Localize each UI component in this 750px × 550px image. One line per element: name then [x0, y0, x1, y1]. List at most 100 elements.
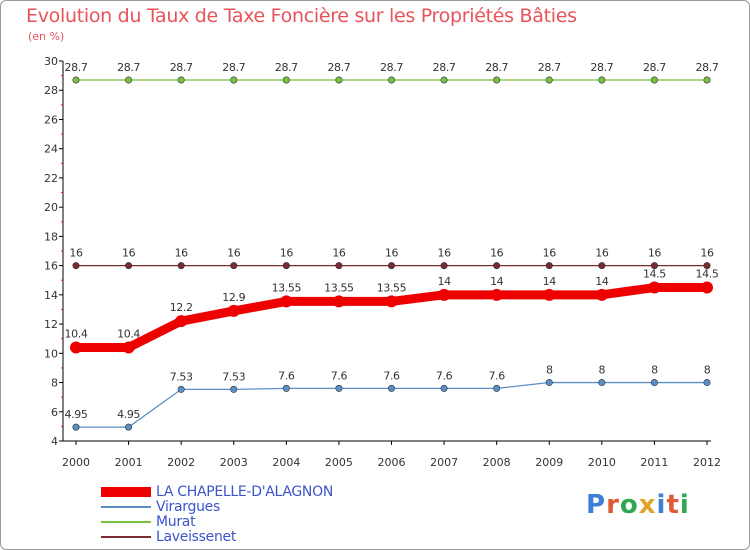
- chart-unit-label: (en %): [28, 30, 65, 43]
- data-label-laveissenet: 16: [543, 247, 557, 260]
- data-label-murat: 28.7: [590, 61, 613, 74]
- logo-letter: P: [586, 490, 607, 520]
- data-point-laveissenet: [440, 262, 448, 270]
- legend-label-virargues: Virargues: [156, 499, 220, 515]
- data-point-virargues: [598, 379, 606, 387]
- data-label-virargues: 8: [704, 364, 711, 377]
- data-label-murat: 28.7: [538, 61, 561, 74]
- data-point-virargues: [335, 384, 343, 392]
- data-point-murat: [493, 76, 501, 84]
- data-label-murat: 28.7: [327, 61, 350, 74]
- data-label-la-chapelle-d-alagnon: 10.4: [65, 327, 88, 340]
- data-point-murat: [440, 76, 448, 84]
- data-label-la-chapelle-d-alagnon: 13.55: [324, 281, 354, 294]
- data-label-la-chapelle-d-alagnon: 12.9: [222, 291, 245, 304]
- legend-swatch-la-chapelle-d-alagnon: [101, 487, 151, 497]
- y-tick-label: 6: [51, 406, 58, 419]
- data-point-virargues: [177, 385, 185, 393]
- data-label-murat: 28.7: [380, 61, 403, 74]
- y-tick-label: 8: [51, 377, 58, 390]
- data-label-la-chapelle-d-alagnon: 13.55: [272, 281, 302, 294]
- data-point-la-chapelle-d-alagnon: [385, 295, 398, 308]
- data-label-la-chapelle-d-alagnon: 14: [543, 275, 557, 288]
- y-tick-label: 12: [44, 318, 58, 331]
- data-label-virargues: 8: [599, 364, 606, 377]
- data-point-virargues: [282, 384, 290, 392]
- data-label-murat: 28.7: [65, 61, 88, 74]
- data-point-la-chapelle-d-alagnon: [648, 281, 661, 294]
- data-label-virargues: 7.6: [331, 369, 348, 382]
- data-point-laveissenet: [335, 262, 343, 270]
- data-point-virargues: [72, 423, 80, 431]
- data-label-laveissenet: 16: [280, 247, 294, 260]
- data-label-laveissenet: 16: [175, 247, 189, 260]
- data-point-virargues: [650, 379, 658, 387]
- data-label-virargues: 4.95: [65, 408, 88, 421]
- legend-swatch-laveissenet: [101, 536, 151, 538]
- chart-title: Evolution du Taux de Taxe Foncière sur l…: [26, 5, 577, 27]
- data-label-virargues: 7.6: [436, 369, 453, 382]
- data-label-virargues: 7.6: [489, 369, 506, 382]
- x-tick-label: 2011: [640, 456, 668, 469]
- x-tick-label: 2000: [62, 456, 90, 469]
- data-label-la-chapelle-d-alagnon: 14: [437, 275, 451, 288]
- x-tick-label: 2003: [220, 456, 248, 469]
- data-point-laveissenet: [598, 262, 606, 270]
- data-point-la-chapelle-d-alagnon: [543, 288, 556, 301]
- data-point-murat: [598, 76, 606, 84]
- y-tick-label: 18: [44, 230, 58, 243]
- data-point-la-chapelle-d-alagnon: [280, 295, 293, 308]
- data-point-murat: [545, 76, 553, 84]
- x-tick-label: 2006: [378, 456, 406, 469]
- data-label-laveissenet: 16: [385, 247, 399, 260]
- x-tick-label: 2009: [535, 456, 563, 469]
- proxiti-logo: Proxiti: [586, 490, 690, 520]
- data-point-la-chapelle-d-alagnon: [122, 341, 135, 354]
- x-tick-label: 2004: [272, 456, 300, 469]
- data-point-laveissenet: [387, 262, 395, 270]
- data-point-la-chapelle-d-alagnon: [332, 295, 345, 308]
- data-label-la-chapelle-d-alagnon: 10.4: [117, 327, 140, 340]
- y-tick-label: 20: [44, 201, 58, 214]
- data-point-murat: [177, 76, 185, 84]
- data-label-virargues: 8: [546, 364, 553, 377]
- logo-letter: r: [606, 490, 620, 520]
- y-tick-label: 28: [44, 84, 58, 97]
- data-label-murat: 28.7: [275, 61, 298, 74]
- data-label-laveissenet: 16: [648, 247, 662, 260]
- x-tick-label: 2005: [325, 456, 353, 469]
- data-point-la-chapelle-d-alagnon: [595, 288, 608, 301]
- data-label-murat: 28.7: [117, 61, 140, 74]
- legend-swatch-murat: [101, 521, 151, 523]
- data-point-virargues: [440, 384, 448, 392]
- legend-label-laveissenet: Laveissenet: [156, 529, 237, 545]
- data-point-laveissenet: [230, 262, 238, 270]
- data-point-laveissenet: [493, 262, 501, 270]
- data-point-murat: [282, 76, 290, 84]
- x-tick-label: 2001: [115, 456, 143, 469]
- data-point-laveissenet: [177, 262, 185, 270]
- data-label-laveissenet: 16: [122, 247, 136, 260]
- data-point-laveissenet: [703, 262, 711, 270]
- data-point-la-chapelle-d-alagnon: [438, 288, 451, 301]
- data-point-virargues: [125, 423, 133, 431]
- data-point-virargues: [230, 385, 238, 393]
- data-label-laveissenet: 16: [227, 247, 241, 260]
- data-label-la-chapelle-d-alagnon: 14.5: [643, 268, 666, 281]
- data-label-murat: 28.7: [696, 61, 719, 74]
- data-label-la-chapelle-d-alagnon: 13.55: [377, 281, 407, 294]
- y-tick-label: 26: [44, 113, 58, 126]
- data-point-la-chapelle-d-alagnon: [490, 288, 503, 301]
- logo-letter: i: [679, 490, 690, 520]
- data-label-laveissenet: 16: [490, 247, 504, 260]
- x-tick-label: 2010: [588, 456, 616, 469]
- data-label-la-chapelle-d-alagnon: 14: [595, 275, 609, 288]
- data-point-murat: [650, 76, 658, 84]
- data-point-laveissenet: [545, 262, 553, 270]
- legend-swatch-virargues: [101, 506, 151, 508]
- x-tick-label: 2008: [483, 456, 511, 469]
- data-label-laveissenet: 16: [332, 247, 346, 260]
- data-point-laveissenet: [72, 262, 80, 270]
- data-label-murat: 28.7: [485, 61, 508, 74]
- x-tick-label: 2002: [167, 456, 195, 469]
